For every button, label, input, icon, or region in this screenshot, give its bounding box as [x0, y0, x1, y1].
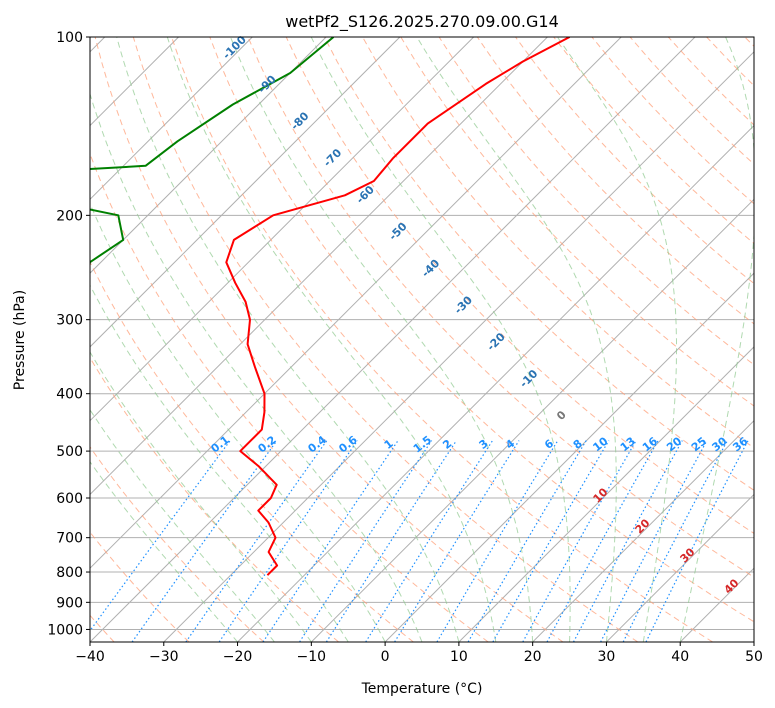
moist-adiabat-line [90, 351, 312, 642]
moist-adiabat-line [556, 37, 677, 642]
y-tick-label: 200 [56, 208, 83, 224]
dry-adiabat-line [323, 37, 754, 491]
x-tick-label: −40 [75, 649, 105, 665]
mixing-ratio-line [436, 440, 559, 642]
moist-adiabat-line [90, 284, 349, 642]
isotherm-line [606, 493, 754, 642]
moist-adiabat-line [416, 37, 617, 642]
x-tick-label: 40 [671, 649, 689, 665]
mixing-ratio-line [90, 440, 231, 632]
moist-adiabat-line [90, 460, 238, 642]
chart-title: wetPf2_S126.2025.270.09.00.G14 [285, 12, 559, 32]
x-tick-label: 10 [450, 649, 468, 665]
plot-frame [89, 36, 755, 643]
y-tick-label: 600 [56, 491, 83, 507]
y-tick-label: 700 [56, 531, 83, 547]
mixing-ratio-line [131, 440, 278, 642]
y-tick-label: 100 [56, 30, 83, 46]
mixing-ratio-line [262, 440, 399, 642]
moist-adiabat-line [679, 37, 754, 642]
dry-adiabat-line [132, 37, 639, 642]
x-tick-label: 20 [524, 649, 542, 665]
isotherm-line [458, 346, 754, 642]
isotherm-line [532, 419, 754, 642]
y-tick-label: 400 [56, 387, 83, 403]
temperature-profile-line [225, 37, 571, 576]
mixing-ratio-line [572, 440, 683, 642]
moist-adiabat-line [166, 37, 497, 642]
dry-adiabat-line [438, 37, 754, 366]
moist-adiabat-line [230, 37, 534, 642]
dry-adiabat-line [171, 37, 713, 642]
x-tick-label: 30 [598, 649, 616, 665]
moist-adiabat-line [310, 37, 571, 642]
isotherm-line [90, 37, 475, 422]
dry-adiabat-line [515, 37, 754, 285]
moist-adiabat-line [90, 408, 275, 642]
mixing-ratio-line [546, 440, 659, 642]
isotherm-line [90, 37, 327, 274]
dry-adiabat-line [90, 260, 414, 642]
isotherm-line [384, 272, 754, 642]
mixing-ratio-line [522, 440, 637, 642]
dry-adiabat-line [94, 37, 564, 642]
dry-adiabat-line [247, 37, 754, 578]
mixing-ratio-line [492, 440, 610, 642]
moist-adiabat-line [90, 92, 423, 642]
x-tick-label: −20 [223, 649, 253, 665]
dry-adiabat-line [209, 37, 754, 623]
y-tick-label: 800 [56, 565, 83, 581]
dry-adiabat-line [476, 37, 754, 325]
y-axis-label: Pressure (hPa) [12, 290, 28, 390]
mixing-ratio-line [467, 440, 587, 642]
dry-adiabat-line [285, 37, 754, 535]
dry-adiabat-line [90, 446, 265, 642]
x-axis-label: Temperature (°C) [361, 681, 483, 697]
x-tick-label: 0 [381, 649, 390, 665]
y-tick-label: 1000 [47, 622, 83, 638]
mixing-ratio-line [299, 440, 433, 642]
isotherm-line [90, 37, 696, 642]
y-tick-label: 900 [56, 595, 83, 611]
x-tick-label: −30 [149, 649, 179, 665]
mixing-ratio-line [218, 440, 358, 642]
x-tick-label: −10 [297, 649, 327, 665]
isotherm-line [90, 37, 622, 569]
mixing-ratio-line [185, 440, 328, 642]
y-tick-label: 500 [56, 444, 83, 460]
dry-adiabat-line [90, 356, 339, 642]
moist-adiabat-line [116, 37, 460, 642]
isotherm-line [163, 51, 754, 642]
x-tick-label: 50 [745, 649, 763, 665]
isotherm-line [90, 37, 548, 496]
y-tick-label: 300 [56, 313, 83, 329]
isotherm-line [90, 37, 401, 348]
isotherm-line [237, 124, 754, 642]
mixing-ratio-line [645, 440, 749, 642]
mixing-ratio-line [394, 440, 520, 642]
mixing-ratio-line [325, 440, 457, 642]
mixing-ratio-line [365, 440, 494, 642]
